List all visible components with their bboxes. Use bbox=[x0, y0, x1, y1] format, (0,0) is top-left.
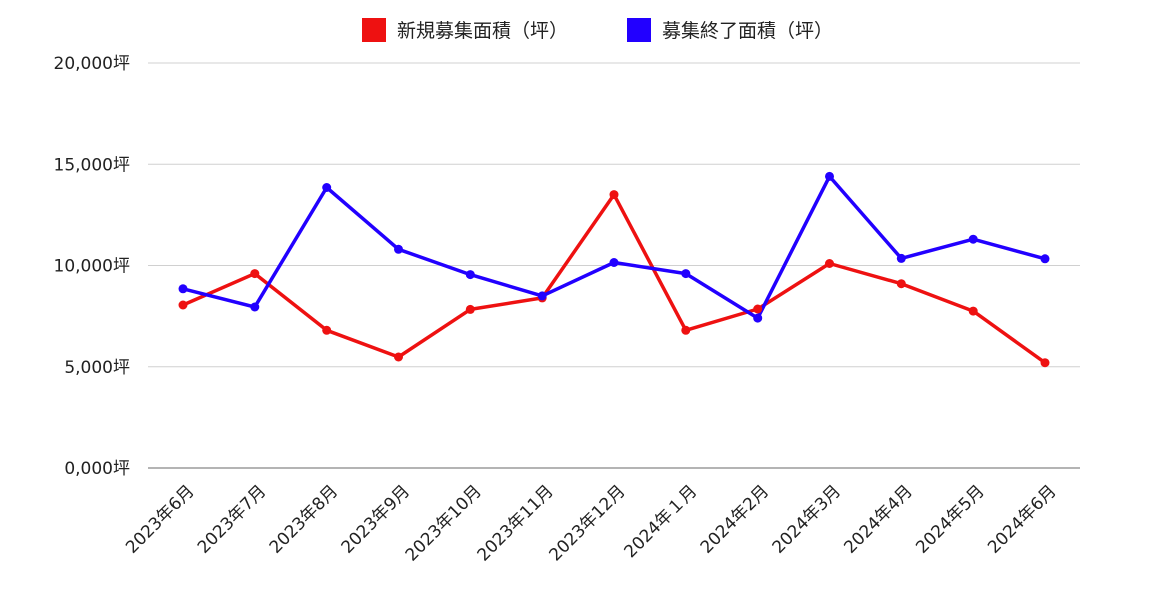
data-point-new bbox=[753, 304, 763, 314]
y-axis: 0,000坪 5,000坪 10,000坪 15,000坪 20,000坪 bbox=[54, 54, 130, 479]
x-tick-label: 2023年10月 bbox=[402, 481, 486, 565]
series-line-new bbox=[181, 192, 1047, 365]
data-point-ended bbox=[1040, 254, 1050, 264]
data-point-ended bbox=[825, 171, 834, 181]
data-point-new bbox=[178, 300, 188, 310]
x-tick-label: 2024年6月 bbox=[984, 481, 1060, 557]
data-point-ended bbox=[896, 253, 906, 263]
data-point-new bbox=[825, 259, 834, 268]
legend-swatch-ended bbox=[627, 18, 651, 42]
data-point-new bbox=[250, 269, 260, 279]
data-point-new bbox=[968, 306, 978, 316]
legend-label-new: 新規募集面積（坪） bbox=[397, 20, 568, 42]
data-point-ended bbox=[394, 244, 403, 254]
x-tick-label: 2024年5月 bbox=[912, 481, 988, 557]
y-tick-label: 0,000坪 bbox=[64, 459, 130, 479]
y-tick-label: 15,000坪 bbox=[54, 155, 130, 175]
x-tick-label: 2023年7月 bbox=[194, 481, 270, 557]
data-point-new bbox=[681, 325, 691, 335]
series-group bbox=[178, 171, 1050, 368]
data-point-new bbox=[896, 279, 906, 289]
legend-swatch-new bbox=[362, 18, 386, 42]
data-point-new bbox=[394, 352, 403, 362]
data-point-new bbox=[322, 325, 332, 335]
data-point-ended bbox=[968, 234, 978, 244]
x-tick-label: 2024年2月 bbox=[697, 481, 773, 557]
x-tick-label: 2024年１月 bbox=[621, 481, 702, 562]
data-point-new bbox=[465, 304, 475, 314]
data-point-new bbox=[1040, 358, 1050, 368]
legend: 新規募集面積（坪） 募集終了面積（坪） bbox=[362, 18, 833, 42]
data-point-ended bbox=[250, 302, 260, 312]
x-tick-label: 2023年9月 bbox=[338, 481, 414, 557]
y-tick-label: 10,000坪 bbox=[54, 257, 130, 277]
x-axis: 2023年6月2023年7月2023年8月2023年9月2023年10月2023… bbox=[122, 481, 1060, 565]
data-point-ended bbox=[609, 258, 619, 267]
data-point-ended bbox=[681, 269, 691, 279]
x-tick-label: 2023年8月 bbox=[266, 481, 342, 557]
x-tick-label: 2023年11月 bbox=[474, 481, 558, 565]
data-point-new bbox=[609, 190, 619, 200]
x-tick-label: 2024年3月 bbox=[769, 481, 845, 557]
data-point-ended bbox=[537, 291, 547, 301]
y-tick-label: 5,000坪 bbox=[64, 358, 130, 378]
data-point-ended bbox=[753, 313, 763, 323]
data-point-ended bbox=[322, 183, 332, 192]
y-tick-label: 20,000坪 bbox=[54, 54, 130, 74]
x-tick-label: 2023年12月 bbox=[545, 481, 629, 565]
legend-label-ended: 募集終了面積（坪） bbox=[662, 20, 833, 42]
x-tick-label: 2023年6月 bbox=[122, 481, 198, 557]
data-point-ended bbox=[178, 284, 188, 294]
data-point-ended bbox=[465, 270, 475, 280]
x-tick-label: 2024年4月 bbox=[840, 481, 916, 557]
